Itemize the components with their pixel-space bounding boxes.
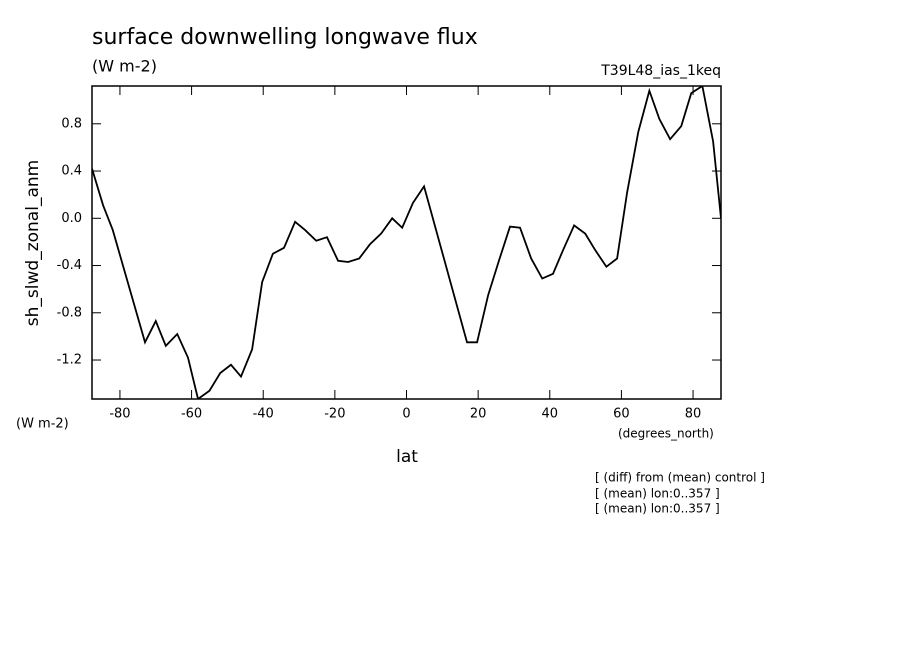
- x-tick-label: 40: [542, 407, 559, 422]
- y-tick-label: 0.4: [61, 164, 82, 179]
- y-tick-label: -0.4: [57, 258, 82, 273]
- x-tick-label: 80: [685, 407, 702, 422]
- y-tick-label: 0.8: [61, 116, 82, 131]
- note: [ (diff) from (mean) control ]: [595, 471, 765, 485]
- y-tick-label: 0.0: [61, 211, 82, 226]
- y-tick-label: -0.8: [57, 305, 82, 320]
- x-tick-label: -20: [324, 407, 345, 422]
- x-units: (degrees_north): [618, 427, 714, 441]
- y-axis-label: sh_slwd_zonal_anm: [23, 160, 43, 326]
- chart-title: surface downwelling longwave flux: [92, 25, 478, 50]
- x-tick-label: 0: [402, 407, 410, 422]
- data-line: [92, 86, 721, 399]
- x-tick-label: -80: [109, 407, 130, 422]
- note: [ (mean) lon:0..357 ]: [595, 502, 720, 516]
- note: [ (mean) lon:0..357 ]: [595, 487, 720, 501]
- x-axis-label: lat: [396, 447, 418, 467]
- x-tick-label: -60: [181, 407, 202, 422]
- chart-subtitle: (W m-2): [92, 57, 157, 76]
- y-tick-label: -1.2: [57, 353, 82, 368]
- x-tick-label: -40: [253, 407, 274, 422]
- y-units: (W m-2): [16, 417, 69, 432]
- x-tick-label: 20: [470, 407, 487, 422]
- x-tick-label: 60: [613, 407, 630, 422]
- dataset-label: T39L48_ias_1keq: [600, 63, 721, 79]
